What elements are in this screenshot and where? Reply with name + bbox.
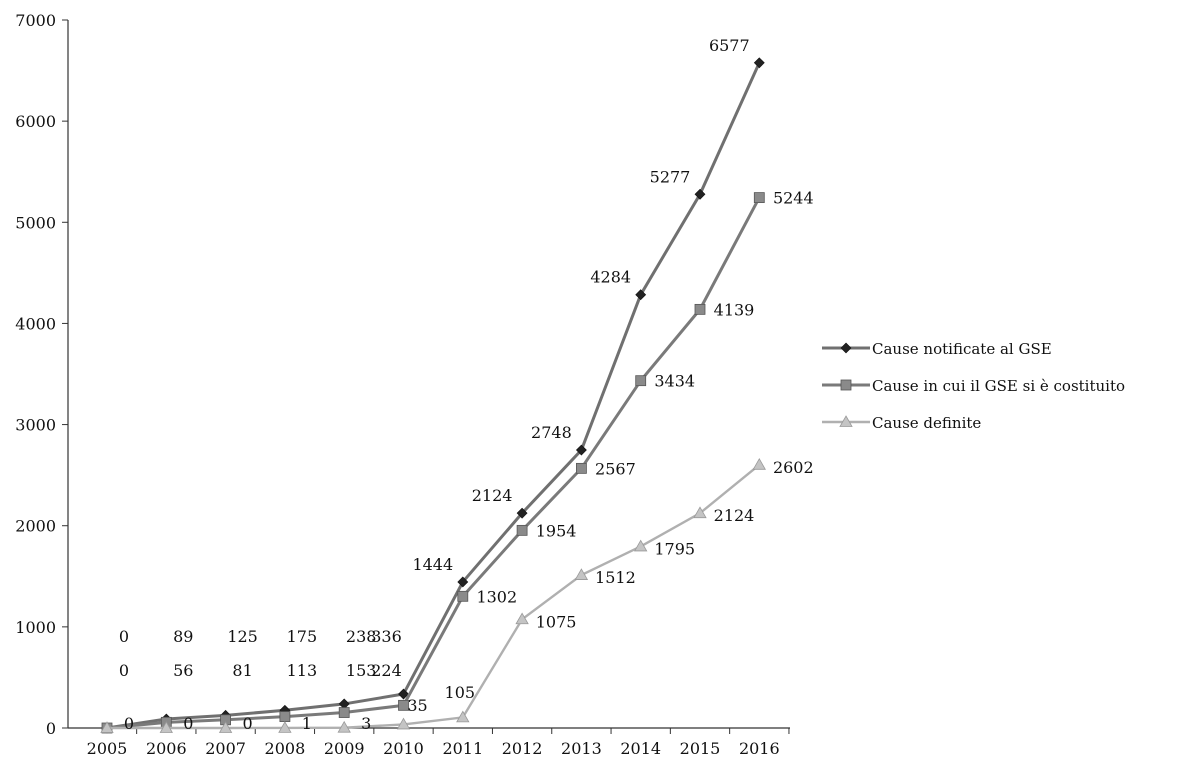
data-label: 224: [371, 661, 402, 680]
y-tick-label: 6000: [15, 112, 56, 131]
series-point: [753, 192, 765, 204]
x-tick-label: 2016: [739, 739, 780, 758]
series-point: [634, 539, 648, 552]
x-axis: 2005 2006 2007 2008 2009 2010 2011 2012 2013 2014…: [68, 727, 790, 758]
series-line: [106, 196, 761, 730]
data-label: 2748: [531, 423, 572, 442]
series-point: [337, 720, 351, 733]
data-label: 6577: [709, 36, 750, 55]
data-label: 3: [361, 714, 371, 733]
plot-series: [100, 57, 766, 734]
series-point: [398, 688, 409, 700]
x-tick-label: 2009: [324, 739, 365, 758]
data-label: 2602: [773, 458, 814, 477]
series-point: [398, 699, 409, 711]
legend-label: Cause notificate al GSE: [872, 340, 1052, 358]
x-tick-label: 2011: [442, 739, 483, 758]
series-point: [100, 721, 114, 733]
data-label: 238: [346, 627, 377, 646]
y-tick-label: 2000: [15, 517, 56, 536]
data-label: 4139: [714, 300, 755, 319]
series-point: [456, 710, 470, 723]
data-label: 153: [346, 661, 377, 680]
data-label: 89: [173, 627, 193, 646]
series-point: [515, 612, 529, 625]
series-point: [278, 721, 292, 733]
x-tick-label: 2014: [620, 739, 661, 758]
data-label: 5277: [650, 167, 691, 186]
data-label: 1444: [412, 555, 453, 574]
data-label: 0: [119, 627, 129, 646]
series-point: [693, 506, 707, 519]
series-point: [516, 524, 528, 536]
x-tick-label: 2008: [265, 739, 306, 758]
series-point: [218, 721, 233, 733]
data-label: 125: [227, 627, 258, 646]
series-point: [457, 576, 469, 588]
x-tick-label: 2006: [146, 739, 187, 758]
series-point: [575, 444, 587, 456]
y-tick-label: 3000: [15, 416, 56, 435]
data-label: 3434: [654, 372, 695, 391]
data-label: 0: [119, 661, 129, 680]
series-point: [635, 289, 647, 301]
data-label: 35: [407, 696, 427, 715]
data-label: 0: [243, 714, 253, 733]
x-tick-label: 2010: [383, 739, 424, 758]
data-label: 175: [287, 627, 318, 646]
series-point: [457, 590, 469, 602]
legend-label: Cause in cui il GSE si è costituito: [872, 377, 1125, 395]
data-label: 1512: [595, 568, 636, 587]
x-tick-label: 2013: [561, 739, 602, 758]
legend-marker: [840, 342, 852, 354]
y-tick-label: 0: [46, 719, 56, 738]
legend-marker: [840, 379, 852, 391]
series-point: [576, 462, 587, 474]
series-point: [753, 57, 765, 69]
y-tick-label: 1000: [15, 618, 56, 637]
y-tick-label: 5000: [15, 213, 56, 232]
series-point: [396, 717, 411, 730]
x-tick-label: 2012: [502, 739, 543, 758]
series-point: [635, 375, 647, 387]
data-label: 1: [302, 714, 312, 733]
data-label: 2124: [472, 486, 513, 505]
data-label: 105: [445, 683, 476, 702]
series-line: [107, 463, 761, 730]
series-point: [279, 711, 291, 722]
data-label: 1795: [654, 539, 695, 558]
x-tick-label: 2015: [680, 739, 721, 758]
data-label: 1075: [536, 612, 577, 631]
series-line: [106, 62, 761, 730]
series-point: [752, 458, 766, 470]
series-point: [694, 303, 706, 315]
data-label: 1954: [536, 521, 577, 540]
data-label: 113: [287, 661, 318, 680]
data-label: 4284: [590, 268, 631, 287]
legend-label: Cause definite: [872, 414, 981, 432]
series-point: [574, 568, 589, 580]
legend: Cause notificate al GSE Cause in cui il G…: [822, 340, 1125, 432]
series-point: [159, 721, 173, 733]
legend-marker: [839, 415, 853, 427]
y-tick-label: 4000: [15, 314, 56, 333]
data-label: 336: [371, 627, 402, 646]
y-tick-label: 7000: [15, 11, 56, 30]
data-label: 0: [183, 714, 193, 733]
series-point: [516, 507, 528, 519]
data-label: 81: [232, 661, 252, 680]
data-label: 2124: [714, 506, 755, 525]
y-axis: 0 1000 2000 3000 4000 5000 6000 7000: [15, 11, 69, 738]
series-point: [338, 707, 350, 718]
series-point: [694, 188, 706, 200]
data-label: 2567: [595, 459, 636, 478]
data-label: 56: [173, 661, 193, 680]
data-label: 5244: [773, 189, 814, 208]
data-label: 1302: [476, 587, 517, 606]
data-label: 0: [124, 714, 134, 733]
x-tick-label: 2005: [87, 739, 128, 758]
x-tick-label: 2007: [205, 739, 246, 758]
